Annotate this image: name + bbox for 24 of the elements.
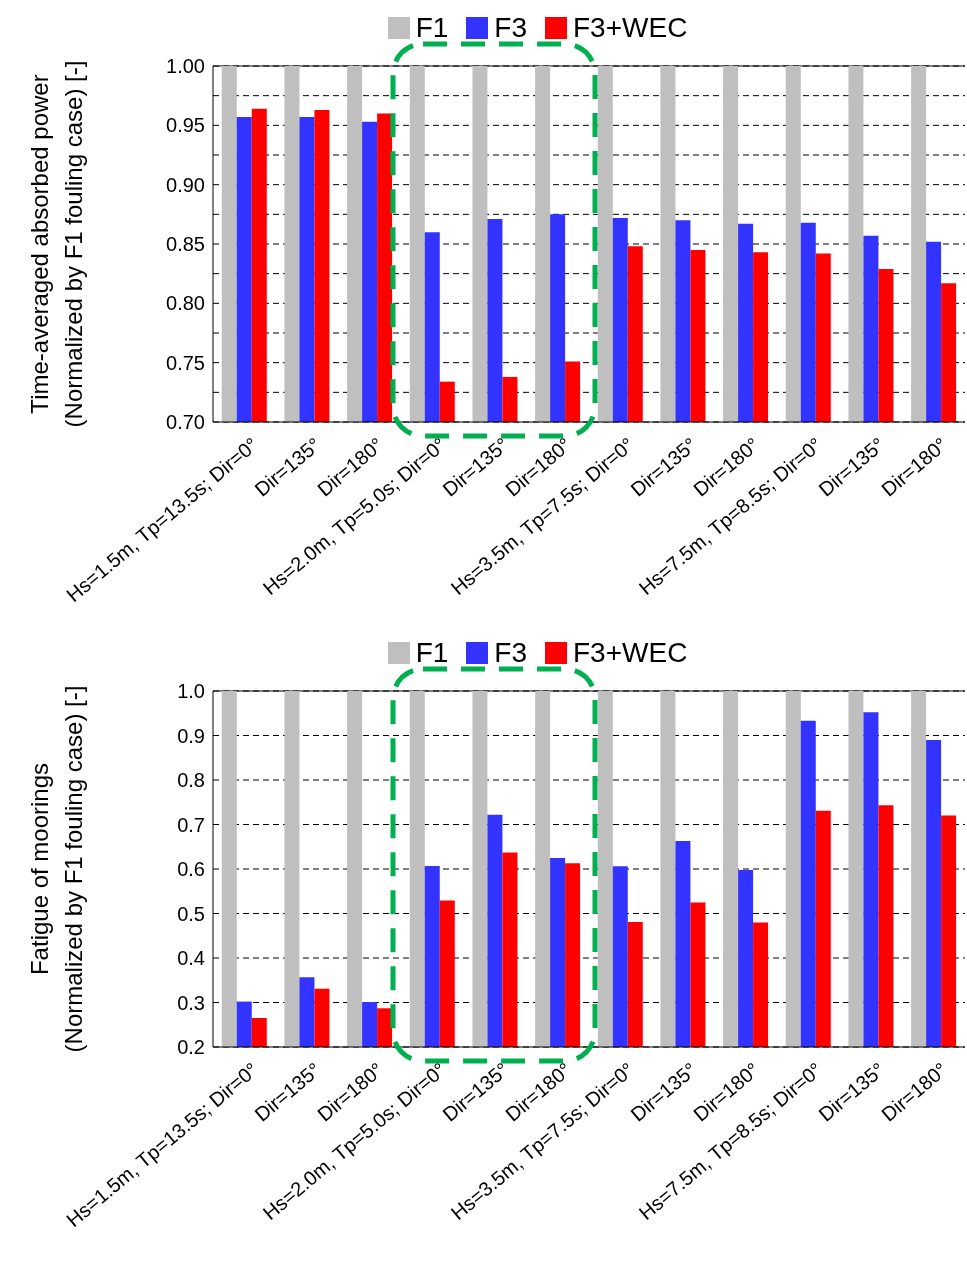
y-tick-label: 0.85 [166,233,205,256]
y-axis-title: Time-averaged absorbed power (Normalized by F1 fouling case) [-] [26,60,87,428]
legend-label: F3+WEC [573,637,688,669]
y-tick-label: 0.3 [177,991,205,1014]
y-axis-title: Fatigue of moorings (Normalized by F1 fouling case) [-] [26,685,87,1053]
legend-label: F3 [494,637,527,669]
y-tick-label: 0.7 [177,813,205,836]
y-tick-label: 0.70 [166,411,205,434]
y-tick-label: 0.95 [166,114,205,137]
legend-label: F1 [415,12,449,44]
y-tick-label: 0.5 [177,902,205,925]
y-tick-label: 0.8 [177,769,205,792]
y-tick-label: 0.80 [166,292,205,315]
y-tick-label: 0.6 [177,858,205,881]
y-tick-label: 0.9 [177,724,205,747]
legend-label: F3+WEC [573,12,688,44]
y-tick-label: 1.0 [177,680,205,703]
y-tick-label: 0.4 [177,947,205,970]
legend-label: F1 [415,637,449,669]
y-tick-label: 1.00 [166,55,205,78]
y-tick-label: 0.75 [166,351,205,374]
y-tick-label: 0.90 [166,173,205,196]
y-tick-label: 0.2 [177,1036,205,1059]
legend-label: F3 [494,12,527,44]
